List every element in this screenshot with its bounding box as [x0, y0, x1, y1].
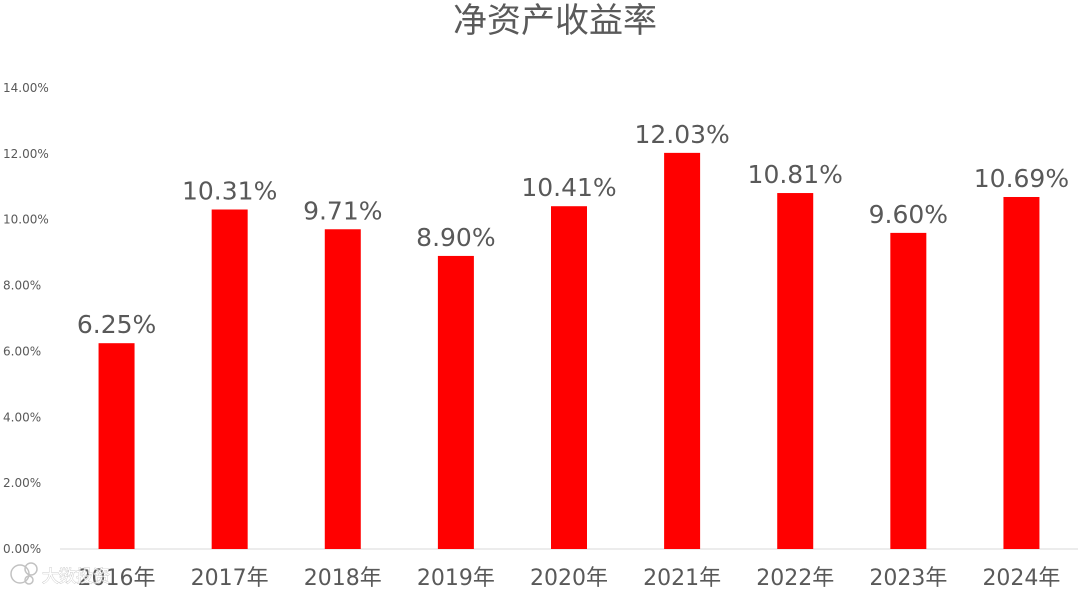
- bar-group: [98, 152, 1040, 550]
- y-tick-label: 12.00%: [3, 147, 49, 161]
- data-label: 9.60%: [869, 200, 948, 229]
- chart-title: 净资产收益率: [453, 1, 657, 41]
- bar: [890, 232, 927, 549]
- y-tick-label: 0.00%: [3, 542, 41, 556]
- watermark: 大数投资: [10, 562, 110, 587]
- data-label: 6.25%: [77, 310, 156, 339]
- data-label: 12.03%: [634, 120, 729, 149]
- data-label: 8.90%: [416, 223, 495, 252]
- y-tick-label: 4.00%: [3, 410, 41, 424]
- x-tick-label: 2021年: [643, 566, 721, 591]
- y-tick-label: 6.00%: [3, 344, 41, 358]
- data-label: 10.81%: [748, 160, 843, 189]
- watermark-logo: [10, 562, 38, 585]
- data-label: 10.31%: [182, 177, 277, 206]
- y-tick-label: 10.00%: [3, 213, 49, 227]
- x-tick-label: 2023年: [869, 566, 947, 591]
- x-tick-label: 2019年: [417, 566, 495, 591]
- data-label: 10.69%: [974, 164, 1069, 193]
- bar: [437, 255, 474, 549]
- y-tick-label: 14.00%: [3, 81, 49, 95]
- y-axis: 0.00% 2.00% 4.00% 6.00% 8.00% 10.00% 12.00% 14.…: [3, 81, 49, 556]
- y-tick-label: 2.00%: [3, 476, 41, 490]
- x-tick-label: 2020年: [530, 566, 608, 591]
- data-label-group: 6.25% 10.31% 9.71% 8.90% 10.41% 12.03% 10.81% 9…: [77, 120, 1069, 339]
- bar: [324, 229, 361, 550]
- x-tick-label: 2017年: [191, 566, 269, 591]
- x-tick-label: 2018年: [304, 566, 382, 591]
- x-axis: 2016年 2017年 2018年 2019年 2020年 2021年 2022年 2023年…: [78, 566, 1061, 591]
- data-label: 9.71%: [303, 196, 382, 225]
- data-label: 10.41%: [521, 173, 616, 202]
- bar: [777, 193, 814, 549]
- bar: [1003, 196, 1040, 549]
- x-tick-label: 2024年: [982, 566, 1060, 591]
- x-tick-label: 2016年: [78, 566, 156, 591]
- bar: [664, 152, 701, 549]
- bar: [98, 343, 135, 549]
- bar: [211, 209, 248, 550]
- x-tick-label: 2022年: [756, 566, 834, 591]
- bar: [551, 206, 587, 550]
- y-tick-label: 8.00%: [3, 279, 41, 293]
- watermark-text: 大数投资: [42, 567, 110, 587]
